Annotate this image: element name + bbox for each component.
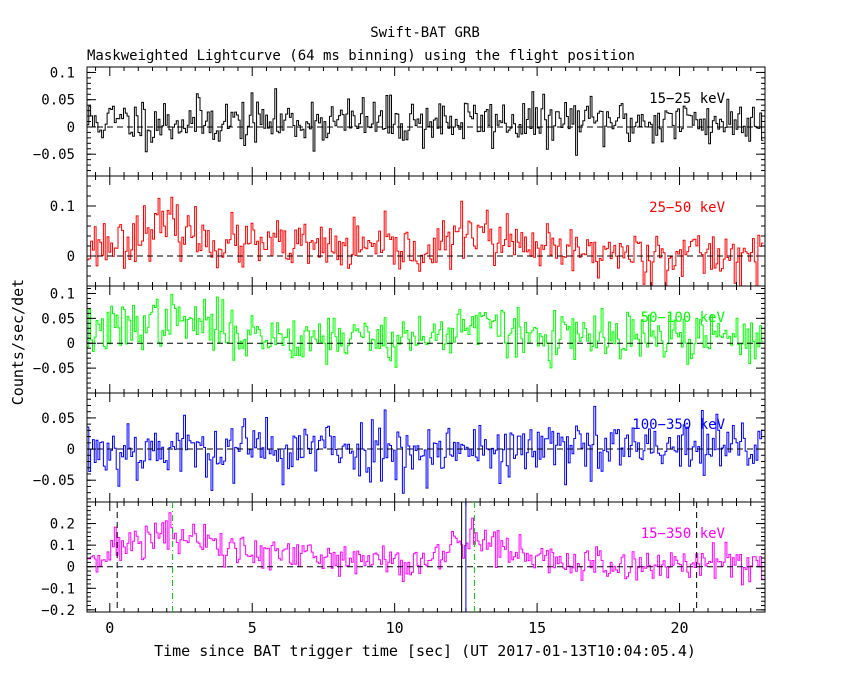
panel-frame <box>86 285 766 394</box>
chart-subtitle: Maskweighted Lightcurve (64 ms binning) … <box>87 48 635 64</box>
panel-frame <box>86 175 766 287</box>
y-tick-label: −0.05 <box>33 473 75 489</box>
band-label: 25−50 keV <box>649 200 725 216</box>
y-tick-label: −0.05 <box>33 361 75 377</box>
panel-15-25-kev: 0.1 0.05 0 −0.05 15−25 keV <box>33 65 766 177</box>
y-tick-label: 0.1 <box>50 286 75 302</box>
panel-50-100-kev: 0.1 0.05 0 −0.05 50−100 keV <box>33 285 766 394</box>
series-line-50-100-kev <box>87 293 764 369</box>
y-tick-label: 0 <box>67 560 75 576</box>
x-tick-label: 5 <box>248 619 257 637</box>
y-tick-label: 0.05 <box>41 311 75 327</box>
y-tick-label: −0.05 <box>33 147 75 163</box>
y-tick-label: 0.1 <box>50 199 75 215</box>
y-tick-label: 0 <box>67 120 75 136</box>
x-tick-label: 20 <box>671 619 689 637</box>
band-label: 50−100 keV <box>641 310 726 326</box>
y-tick-label: 0.05 <box>41 411 75 427</box>
x-axis-label: Time since BAT trigger time [sec] (UT 20… <box>154 642 696 660</box>
panel-25-50-kev: 0.1 0 25−50 keV <box>50 175 766 287</box>
panel-100-350-kev: 0.05 0 −0.05 100−350 keV <box>33 392 766 503</box>
y-tick-label: 0 <box>67 442 75 458</box>
x-tick-label: 15 <box>528 619 546 637</box>
y-tick-label: −0.2 <box>41 603 75 619</box>
y-axis-label: Counts/sec/det <box>9 279 27 405</box>
series-line-15-350-kev <box>87 512 764 586</box>
panel-frame <box>86 501 766 613</box>
band-label: 15−350 keV <box>641 526 726 542</box>
y-tick-label: 0.1 <box>50 538 75 554</box>
x-tick-label: 10 <box>386 619 404 637</box>
band-label: 100−350 keV <box>632 417 725 433</box>
chart-title: Swift-BAT GRB <box>370 25 480 41</box>
series-line-15-25-kev <box>87 88 764 156</box>
y-tick-label: 0 <box>67 249 75 265</box>
x-tick-label: 0 <box>105 619 114 637</box>
y-tick-label: 0.05 <box>41 93 75 109</box>
band-label: 15−25 keV <box>649 91 725 107</box>
y-tick-label: 0 <box>67 336 75 352</box>
y-tick-label: 0.2 <box>50 517 75 533</box>
panel-15-350-kev: 0.2 0.1 0 −0.1 −0.2 15−350 keV <box>41 501 766 619</box>
y-tick-label: −0.1 <box>41 581 75 597</box>
y-tick-label: 0.1 <box>50 65 75 81</box>
series-line-25-50-kev <box>87 196 764 286</box>
